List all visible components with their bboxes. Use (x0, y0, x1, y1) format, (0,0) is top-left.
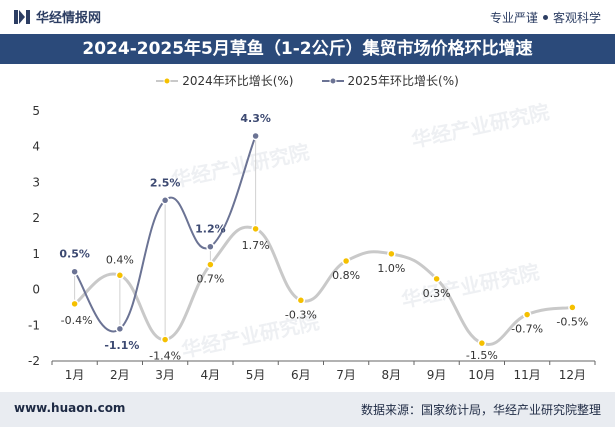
data-label-2024: -0.7% (511, 323, 543, 336)
series-2025-point (70, 267, 79, 276)
series-2024-point (477, 338, 487, 348)
footer-source: 数据来源：国家统计局，华经产业研究院整理 (360, 403, 601, 417)
y-tick-label: 2 (32, 211, 40, 225)
legend-label-2024: 2024年环比增长(%) (182, 74, 294, 88)
data-label-2024: 0.3% (423, 287, 451, 300)
brand: 华经情报网 (14, 7, 101, 26)
footer-url[interactable]: www.huaon.com (14, 401, 126, 415)
series-2024-point (296, 296, 306, 305)
data-label-2024: 1.7% (242, 239, 270, 252)
x-tick-label: 7月 (336, 368, 356, 382)
series-2024-point (115, 271, 125, 280)
x-tick-label: 1月 (65, 368, 85, 382)
data-label-2025: 4.3% (240, 112, 271, 125)
tagline-left: 专业严谨 (489, 11, 538, 25)
data-label-2024: -0.4% (61, 314, 93, 327)
legend-line-2025-icon (321, 77, 344, 84)
series-2024-point (568, 303, 577, 312)
x-tick-label: 11月 (513, 368, 540, 382)
footer: www.huaon.com 数据来源：国家统计局，华经产业研究院整理 (0, 392, 615, 427)
series-2024-point (70, 299, 79, 309)
y-tick-label: 1 (32, 247, 40, 261)
x-tick-label: 6月 (291, 368, 311, 382)
x-tick-label: 4月 (201, 368, 221, 382)
x-tick-label: 5月 (246, 368, 266, 382)
top-bar: 华经情报网 专业严谨 客观科学 (0, 0, 615, 34)
legend-line-2024-icon (156, 77, 179, 84)
legend-item-2024[interactable]: 2024年环比增长(%) (156, 72, 294, 89)
legend-label-2025: 2025年环比增长(%) (347, 74, 459, 88)
x-tick-label: 9月 (427, 368, 447, 382)
y-tick-label: 0 (32, 283, 40, 297)
series-2024-line (73, 225, 573, 346)
data-label-2024: -0.3% (285, 308, 317, 321)
data-label-2024: -1.5% (466, 349, 498, 362)
series-2025-point (160, 196, 170, 205)
x-tick-label: 2月 (110, 368, 130, 382)
data-label-2025: 1.2% (195, 223, 226, 236)
data-label-2024: -1.4% (149, 350, 181, 363)
series-2024-point (206, 260, 215, 269)
separator-dot-icon (542, 15, 548, 20)
line-chart: 1月 2月 3月 4月 5月 6月 7月 8月 9月 10月 11月 12月 -2 -1 0 1 2 3 4 5 -0.… (28, 104, 596, 382)
data-label-2025: 0.5% (59, 248, 90, 261)
x-tick-label: 3月 (155, 368, 175, 382)
data-label-2024: 0.4% (106, 253, 134, 266)
y-tick-label: 5 (32, 104, 40, 118)
x-tick-label: 12月 (559, 368, 586, 382)
data-label-2024: -0.5% (556, 315, 588, 328)
tagline: 专业严谨 客观科学 (490, 9, 601, 26)
data-label-2024: 0.7% (196, 273, 224, 286)
brand-logo-icon (14, 9, 30, 24)
y-tick-label: 3 (32, 175, 40, 189)
series-2025-point (115, 324, 125, 334)
data-label-2024: 0.8% (332, 269, 360, 282)
series-2024-point (522, 310, 532, 319)
chart-title: 2024-2025年5月草鱼（1-2公斤）集贸市场价格环比增速 (0, 34, 615, 64)
x-tick-label: 10月 (468, 368, 495, 382)
series-2025-point (251, 131, 260, 141)
series-2024-point (432, 274, 441, 284)
series-2024-point (341, 256, 351, 266)
tagline-right: 客观科学 (552, 11, 601, 25)
legend-item-2025[interactable]: 2025年环比增长(%) (321, 72, 459, 89)
y-tick-label: -2 (28, 354, 40, 368)
series-2024-point (387, 249, 396, 259)
series-2025-point (206, 242, 215, 251)
y-tick-label: -1 (28, 318, 40, 332)
data-label-2025: -1.1% (104, 339, 139, 352)
data-label-2025: 2.5% (150, 176, 181, 189)
x-tick-label: 8月 (382, 368, 402, 382)
series-2024-point (251, 224, 260, 234)
series-2024-point (160, 335, 170, 344)
brand-name: 华经情报网 (36, 11, 102, 26)
data-label-2024: 1.0% (377, 262, 405, 275)
y-tick-label: 4 (32, 140, 40, 154)
chart-legend: 2024年环比增长(%) 2025年环比增长(%) (0, 72, 615, 89)
